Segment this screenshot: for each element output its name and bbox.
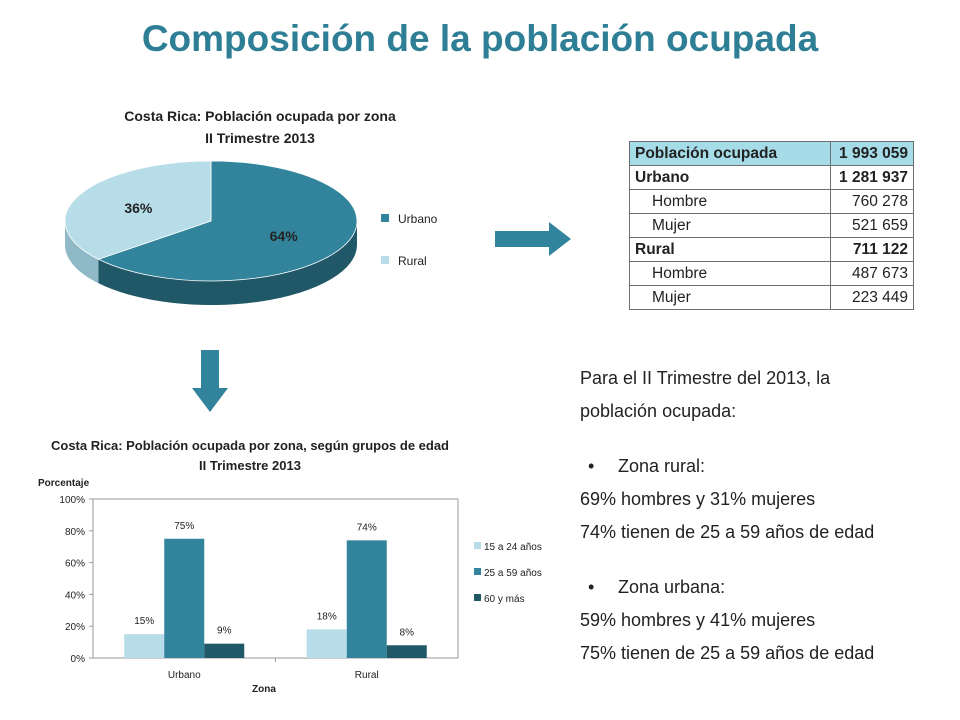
rural-line2: 74% tienen de 25 a 59 años de edad	[580, 522, 875, 542]
pie-slice-rural	[64, 160, 212, 260]
pie-slice-side	[98, 221, 357, 306]
table-cell-value: 223 449	[830, 285, 914, 310]
y-tick-label: 20%	[65, 622, 85, 633]
population-table: Población ocupada 1 993 059 Urbano 1 281 93…	[629, 141, 914, 310]
x-axis-label: Zona	[252, 684, 276, 695]
y-tick-label: 100%	[59, 495, 85, 506]
pie-title-line1: Costa Rica: Población ocupada por zona	[124, 108, 396, 124]
table-row: Hombre 760 278	[629, 189, 914, 214]
bar	[386, 645, 427, 658]
table-cell-label: Hombre	[629, 261, 831, 286]
bar-data-label: 18%	[317, 611, 337, 622]
table-cell-label: Mujer	[629, 213, 831, 238]
x-tick-label: Urbano	[168, 670, 201, 681]
x-tick-label: Rural	[355, 670, 379, 681]
bar-title-line1: Costa Rica: Población ocupada por zona, …	[51, 438, 449, 453]
table-cell-label: Mujer	[629, 285, 831, 310]
table-row: Rural 711 122	[629, 237, 914, 262]
bar	[306, 629, 347, 658]
rural-heading: • Zona rural:	[580, 450, 950, 483]
table-cell-value: 760 278	[830, 189, 914, 214]
legend-label: 15 a 24 años	[484, 542, 542, 553]
table-row: Mujer 521 659	[629, 213, 914, 238]
bullet-icon: •	[588, 456, 595, 476]
rural-heading-text: Zona rural:	[618, 456, 706, 476]
bar-data-label: 74%	[357, 522, 377, 533]
summary-intro-line2: población ocupada:	[580, 401, 737, 421]
pie-data-label: 36%	[124, 200, 153, 216]
arrow-right-icon	[495, 222, 571, 256]
legend-label: Rural	[398, 254, 427, 268]
arrow-down-icon	[192, 350, 228, 412]
urban-line1: 59% hombres y 41% mujeres	[580, 610, 816, 630]
table-row: Mujer 223 449	[629, 285, 914, 310]
urban-heading: • Zona urbana:	[580, 571, 950, 604]
legend-label: Urbano	[398, 212, 438, 226]
bar-data-label: 8%	[400, 627, 415, 638]
pie-data-label: 64%	[270, 228, 299, 244]
table-cell-value: 1 281 937	[830, 165, 914, 190]
y-tick-label: 0%	[71, 654, 86, 665]
urban-line2: 75% tienen de 25 a 59 años de edad	[580, 643, 875, 663]
legend-swatch	[474, 542, 481, 549]
bar	[346, 540, 387, 658]
legend-swatch	[474, 568, 481, 575]
bar-chart-title: Costa Rica: Población ocupada por zona, …	[30, 436, 470, 476]
y-tick-label: 60%	[65, 559, 85, 570]
slide-title: Composición de la población ocupada	[141, 18, 819, 59]
bullet-icon: •	[588, 577, 595, 597]
legend-swatch	[381, 214, 389, 222]
urban-heading-text: Zona urbana:	[618, 577, 726, 597]
summary-text: Para el II Trimestre del 2013, la poblac…	[580, 362, 950, 670]
rural-line1: 69% hombres y 31% mujeres	[580, 489, 816, 509]
y-tick-label: 40%	[65, 590, 85, 601]
bar	[204, 643, 245, 658]
table-cell-label: Hombre	[629, 189, 831, 214]
bar-data-label: 15%	[134, 616, 154, 627]
table-row: Hombre 487 673	[629, 261, 914, 286]
summary-intro-line1: Para el II Trimestre del 2013, la	[580, 368, 831, 388]
table-cell-value: 487 673	[830, 261, 914, 286]
bar-data-label: 75%	[174, 521, 194, 532]
table-cell-value: 1 993 059	[830, 141, 914, 166]
legend-swatch	[474, 594, 481, 601]
pie-slice-urbano	[97, 160, 358, 282]
legend-swatch	[381, 256, 389, 264]
pie-slice-side	[65, 221, 99, 284]
bar-data-label: 9%	[217, 626, 232, 637]
legend-label: 60 y más	[484, 594, 525, 605]
legend-label: 25 a 59 años	[484, 568, 542, 579]
y-axis-label: Porcentaje	[38, 478, 90, 489]
y-tick-label: 80%	[65, 527, 85, 538]
pie-chart-title: Costa Rica: Población ocupada por zona I…	[60, 105, 460, 149]
bar-title-line2: II Trimestre 2013	[199, 458, 301, 473]
bar	[124, 634, 165, 658]
table-row: Población ocupada 1 993 059	[629, 141, 914, 166]
bar	[164, 538, 205, 658]
pie-title-line2: II Trimestre 2013	[205, 130, 315, 146]
